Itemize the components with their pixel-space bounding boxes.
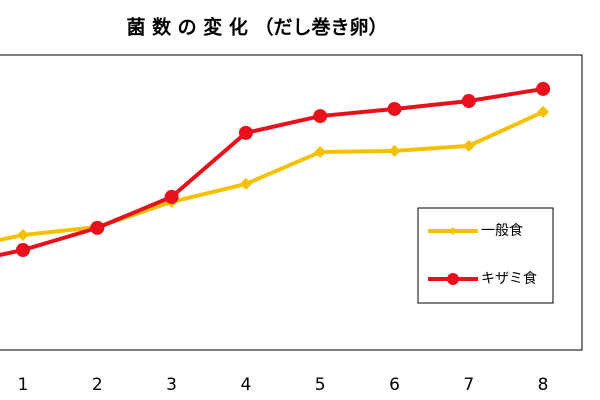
- point: [17, 228, 29, 241]
- x-tick-label: 7: [463, 375, 474, 395]
- chart-title: 菌 数 の 変 化 （だし巻き卵）: [126, 16, 387, 39]
- plot-area: [0, 54, 583, 351]
- x-tick-label: 5: [315, 375, 326, 395]
- legend-marker: [447, 273, 459, 285]
- x-tick-label: 6: [389, 375, 400, 395]
- point: [461, 94, 476, 109]
- x-tick-label: 4: [240, 375, 251, 395]
- legend-box: [417, 207, 554, 304]
- point: [536, 81, 551, 96]
- x-tick-label: 2: [92, 375, 103, 395]
- point: [462, 139, 475, 152]
- x-tick-label: 3: [166, 375, 177, 395]
- point: [313, 109, 328, 124]
- point: [537, 105, 550, 118]
- point: [238, 125, 253, 140]
- point: [388, 144, 401, 157]
- point: [164, 189, 179, 204]
- legend-label: キザミ食: [481, 270, 537, 287]
- point: [16, 242, 30, 257]
- x-tick-label: 8: [538, 375, 549, 395]
- point: [314, 146, 327, 159]
- legend-label: 一般食: [481, 222, 523, 239]
- legend-marker: [449, 227, 457, 235]
- point: [387, 101, 402, 116]
- point: [90, 220, 105, 235]
- x-tick-label: 1: [18, 375, 29, 395]
- point: [239, 177, 252, 190]
